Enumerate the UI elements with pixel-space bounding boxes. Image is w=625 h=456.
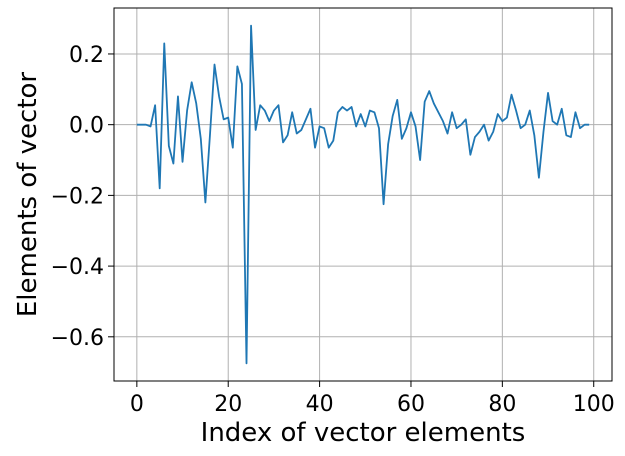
y-axis-label: Elements of vector — [13, 72, 43, 318]
series-layer — [136, 24, 590, 365]
y-tick-label: −0.2 — [51, 184, 104, 209]
grid-lines — [114, 8, 612, 381]
series-line — [136, 24, 590, 365]
x-tick-label: 0 — [130, 392, 144, 417]
y-tick-label: −0.4 — [51, 255, 104, 280]
tick-marks — [108, 53, 595, 387]
plot-frame — [113, 7, 613, 382]
y-tick-label: −0.6 — [51, 326, 104, 351]
y-tick-label: 0.0 — [69, 114, 104, 139]
y-tick-labels: 0.2 0.0 −0.2 −0.4 −0.6 — [51, 43, 104, 351]
y-tick-label: 0.2 — [69, 43, 104, 68]
x-tick-label: 40 — [306, 392, 334, 417]
x-tick-labels: 0 20 40 60 80 100 — [130, 392, 615, 417]
x-axis-label: Index of vector elements — [201, 418, 526, 448]
x-tick-label: 80 — [488, 392, 516, 417]
x-tick-label: 100 — [573, 392, 615, 417]
x-tick-label: 20 — [214, 392, 242, 417]
x-tick-label: 60 — [397, 392, 425, 417]
